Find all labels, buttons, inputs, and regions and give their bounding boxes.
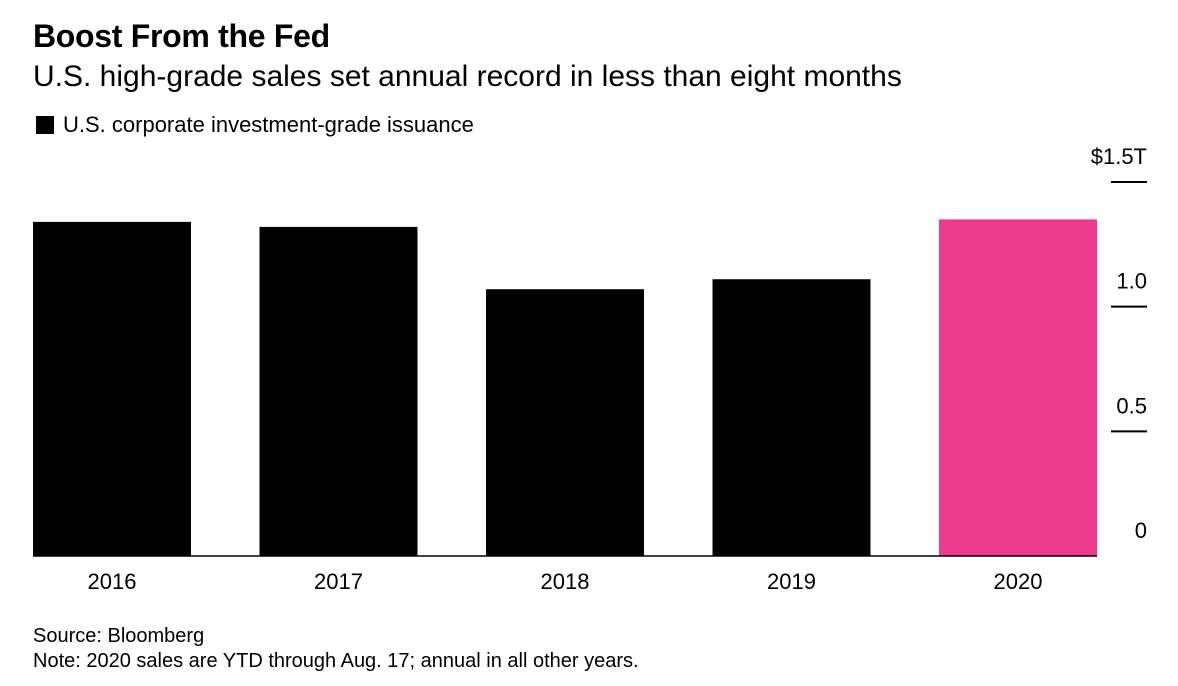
x-tick-label: 2020 [994, 569, 1043, 594]
bar-2017 [259, 226, 418, 556]
y-tick-label: 1.0 [1116, 269, 1147, 294]
bar-2016 [33, 221, 191, 557]
x-tick-label: 2016 [88, 569, 137, 594]
footnote: Note: 2020 sales are YTD through Aug. 17… [33, 650, 639, 672]
y-tick-label: $1.5T [1091, 144, 1147, 169]
y-tick-label: 0 [1135, 518, 1147, 543]
legend: U.S. corporate investment-grade issuance [36, 112, 474, 138]
x-tick-label: 2019 [767, 569, 816, 594]
chart-subtitle: U.S. high-grade sales set annual record … [33, 60, 902, 93]
legend-label: U.S. corporate investment-grade issuance [63, 112, 474, 137]
x-tick-label: 2017 [314, 569, 363, 594]
bar-2019 [712, 279, 871, 556]
bar-2020 [939, 219, 1097, 556]
x-tick-label: 2018 [541, 569, 590, 594]
chart-title: Boost From the Fed [33, 18, 330, 54]
legend-swatch [36, 116, 54, 134]
bar-2018 [486, 289, 644, 556]
source-note: Source: Bloomberg [33, 625, 205, 647]
y-tick-label: 0.5 [1116, 393, 1147, 418]
